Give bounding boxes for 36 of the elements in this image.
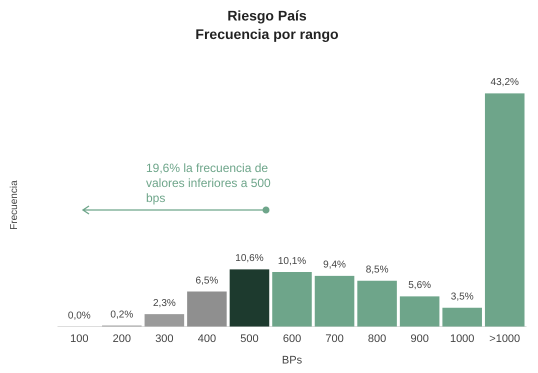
x-tick-label: 100	[70, 333, 88, 346]
bar	[144, 314, 184, 327]
x-tick-label: 1000	[450, 333, 474, 346]
data-label: 10,1%	[278, 256, 306, 267]
bar	[314, 276, 354, 327]
bar	[484, 93, 525, 327]
y-axis-title: Frecuencia	[8, 180, 20, 230]
data-label: 3,5%	[450, 291, 474, 302]
bar	[357, 280, 397, 327]
annotation: 19,6% la frecuencia de valores inferiores a 500 bps	[146, 161, 272, 206]
x-tick-label: 400	[198, 333, 216, 346]
data-label: 43,2%	[490, 77, 520, 88]
data-label: 8,5%	[366, 264, 389, 276]
x-tick-label: 200	[112, 333, 131, 346]
x-tick-label: 900	[410, 333, 429, 346]
data-label: 0,2%	[110, 309, 134, 320]
bar	[187, 292, 227, 327]
data-label: 5,6%	[408, 280, 432, 292]
x-tick-label: 600	[282, 333, 302, 346]
chart-subtitle: Frecuencia por rango	[195, 26, 339, 42]
chart-title: Riesgo País	[227, 7, 307, 24]
data-label: 0,0%	[68, 310, 91, 322]
bar	[400, 296, 440, 327]
x-tick-label: 700	[325, 333, 344, 346]
data-label: 6,5%	[196, 275, 218, 286]
x-tick-label: 500	[240, 333, 259, 346]
x-tick-label: 300	[155, 333, 174, 346]
bar	[442, 308, 482, 327]
bar	[272, 272, 312, 327]
data-label: 2,3%	[152, 298, 176, 309]
data-label: 10,6%	[235, 253, 264, 264]
x-tick-label: 800	[368, 333, 386, 346]
bar	[230, 269, 270, 327]
data-label: 9,4%	[323, 260, 346, 271]
x-axis-title: BPs	[282, 354, 303, 366]
x-tick-label: >1000	[489, 333, 520, 346]
